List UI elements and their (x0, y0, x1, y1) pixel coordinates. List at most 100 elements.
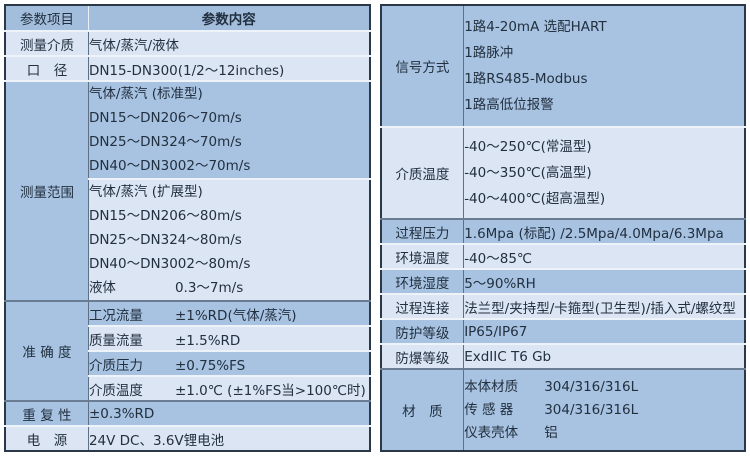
row-accuracy-media-temp: 介质温度 ±1.0℃ (±1%FS当>100℃时) (5, 375, 370, 401)
value-accuracy-operating-flow: 工况流量 ±1%RD(气体/蒸汽) (88, 300, 370, 326)
range-extended-line: DN15～DN206～80m/s (89, 204, 369, 228)
row-measuring-medium: 测量介质 气体/蒸汽/液体 (5, 30, 370, 56)
material-line: 传 感 器 304/316/316L (464, 399, 744, 422)
label-power: 电 源 (5, 425, 89, 451)
value-accuracy-media-temp: 介质温度 ±1.0℃ (±1%FS当>100℃时) (88, 375, 370, 401)
value-signal-type-block: 1路4-20mA 选配HART 1路脉冲 1路RS485-Modbus 1路高低… (463, 5, 745, 128)
range-liquid: 液体 (88, 280, 116, 296)
range-dn: DN15～DN20 (88, 208, 178, 224)
range-speed: 4～70m/s (177, 134, 242, 150)
value-process-connection: 法兰型/夹持型/卡箍型(卫生型)/插入式/螺纹型 (463, 293, 745, 320)
row-material: 材 质 本体材质 304/316/316L 传 感 器 304/316/316L 仪… (380, 368, 745, 451)
accuracy-key: 介质温度 (88, 382, 143, 399)
row-process-pressure: 过程压力 1.6Mpa (标配) /2.5Mpa/4.0Mpa/6.3Mpa (380, 218, 745, 245)
row-power: 电 源 24V DC、3.6V锂电池 (5, 425, 370, 451)
value-ambient-temperature: -40～85℃ (463, 243, 745, 270)
value-diameter: DN15-DN300(1/2～12inches) (88, 55, 370, 81)
range-dn: DN25～DN32 (88, 134, 178, 150)
range-speed: 4～80m/s (177, 232, 242, 248)
left-spec-table: 参数项目 参数内容 测量介质 气体/蒸汽/液体 口 径 DN15-DN300(1… (4, 4, 371, 452)
range-dn: DN15～DN20 (88, 110, 178, 126)
range-standard-line: DN40～DN3002～70m/s (89, 154, 369, 178)
value-range-standard-block: 气体/蒸汽 (标准型) DN15～DN206～70m/s DN25～DN324～… (88, 80, 370, 179)
value-measuring-medium: 气体/蒸汽/液体 (88, 30, 370, 56)
range-speed: 0.3～7m/s (174, 280, 244, 296)
label-process-pressure: 过程压力 (380, 218, 465, 245)
label-measuring-medium: 测量介质 (5, 30, 89, 56)
value-power: 24V DC、3.6V锂电池 (88, 425, 370, 451)
label-media-temperature: 介质温度 (380, 126, 465, 220)
row-accuracy-media-pressure: 介质压力 ±0.75%FS (5, 350, 370, 376)
range-dn: DN25～DN32 (88, 232, 178, 248)
accuracy-value: ±1%RD(气体/蒸汽) (174, 307, 297, 324)
row-process-connection: 过程连接 法兰型/夹持型/卡箍型(卫生型)/插入式/螺纹型 (380, 293, 745, 320)
range-speed: 2～70m/s (186, 158, 251, 174)
header-cell-param-item: 参数项目 (5, 5, 89, 31)
range-extended-title: 气体/蒸汽 (扩展型) (88, 184, 203, 200)
value-explosion-rating: ExdIIC T6 Gb (463, 343, 745, 370)
value-range-extended-block: 气体/蒸汽 (扩展型) DN15～DN206～80m/s DN25～DN324～… (88, 178, 370, 301)
label-material: 材 质 (380, 368, 465, 451)
label-ambient-temperature: 环境温度 (380, 243, 465, 270)
accuracy-key: 工况流量 (88, 307, 143, 324)
row-protection-rating: 防护等级 IP65/IP67 (380, 318, 745, 345)
label-signal-type: 信号方式 (380, 5, 465, 128)
row-accuracy-mass-flow: 质量流量 ±1.5%RD (5, 325, 370, 351)
row-ambient-humidity: 环境湿度 5～90%RH (380, 268, 745, 295)
label-ambient-humidity: 环境湿度 (380, 268, 465, 295)
label-measuring-range: 测量范围 (5, 80, 89, 301)
accuracy-key: 质量流量 (88, 332, 143, 349)
material-key: 传 感 器 (464, 401, 514, 418)
label-repeatability: 重 复 性 (5, 400, 89, 426)
row-accuracy-operating-flow: 准 确 度 工况流量 ±1%RD(气体/蒸汽) (5, 300, 370, 401)
accuracy-value: ±0.75%FS (174, 357, 246, 374)
media-temp-line: -40～400℃(超高温型) (464, 191, 606, 208)
row-measuring-range-extended: 气体/蒸汽 (扩展型) DN15～DN206～80m/s DN25～DN324～… (5, 178, 370, 301)
media-temp-line: -40～250℃(常温型) (464, 139, 592, 156)
label-diameter: 口 径 (5, 55, 89, 81)
value-ambient-humidity: 5～90%RH (463, 268, 745, 295)
signal-line: 1路RS485-Modbus (464, 71, 588, 88)
range-speed: 6～80m/s (177, 208, 242, 224)
range-standard-line: DN25～DN324～70m/s (89, 130, 369, 154)
material-line: 本体材质 304/316/316L (464, 376, 744, 399)
value-protection-rating: IP65/IP67 (463, 318, 745, 345)
material-value: 304/316/316L (544, 378, 639, 395)
header-cell-param-content: 参数内容 (201, 12, 256, 28)
signal-line: 1路4-20mA 选配HART (464, 19, 607, 36)
accuracy-value: ±1.5%RD (174, 332, 241, 349)
label-protection-rating: 防护等级 (380, 318, 465, 345)
signal-line: 1路脉冲 (464, 45, 514, 62)
row-signal-type: 信号方式 1路4-20mA 选配HART 1路脉冲 1路RS485-Modbus… (380, 5, 745, 128)
row-ambient-temperature: 环境温度 -40～85℃ (380, 243, 745, 270)
range-extended-line: DN25～DN324～80m/s (89, 228, 369, 252)
row-repeatability: 重 复 性 ±0.3%RD (5, 400, 370, 426)
material-line: 仪表壳体 铝 (464, 422, 744, 445)
value-repeatability: ±0.3%RD (88, 400, 370, 426)
label-process-connection: 过程连接 (380, 293, 465, 320)
material-key: 仪表壳体 (464, 424, 519, 441)
accuracy-key: 介质压力 (88, 357, 143, 374)
value-accuracy-mass-flow: 质量流量 ±1.5%RD (88, 325, 370, 351)
material-value: 304/316/316L (544, 401, 639, 418)
range-liquid-line: 液体 0.3～7m/s (89, 276, 369, 300)
left-table-header-row: 参数项目 参数内容 (5, 5, 370, 31)
range-speed: 6～70m/s (177, 110, 242, 126)
range-extended-line: DN40～DN3002～80m/s (89, 252, 369, 276)
label-accuracy: 准 确 度 (5, 300, 89, 401)
range-standard-title: 气体/蒸汽 (标准型) (88, 86, 203, 102)
range-standard-line: DN15～DN206～70m/s (89, 106, 369, 130)
value-material-block: 本体材质 304/316/316L 传 感 器 304/316/316L 仪表壳体 铝 (463, 368, 745, 451)
signal-line: 1路高低位报警 (464, 97, 554, 114)
range-speed: 2～80m/s (186, 256, 251, 272)
row-diameter: 口 径 DN15-DN300(1/2～12inches) (5, 55, 370, 81)
label-explosion-rating: 防爆等级 (380, 343, 465, 370)
row-media-temperature: 介质温度 -40～250℃(常温型) -40～350℃(高温型) -40～400… (380, 126, 745, 220)
row-explosion-rating: 防爆等级 ExdIIC T6 Gb (380, 343, 745, 370)
row-measuring-range-standard: 测量范围 气体/蒸汽 (标准型) DN15～DN206～70m/s DN25～D… (5, 80, 370, 301)
material-value: 铝 (544, 424, 558, 441)
media-temp-line: -40～350℃(高温型) (464, 165, 592, 182)
range-dn: DN40～DN300 (88, 256, 187, 272)
accuracy-value: ±1.0℃ (±1%FS当>100℃时) (174, 382, 366, 399)
